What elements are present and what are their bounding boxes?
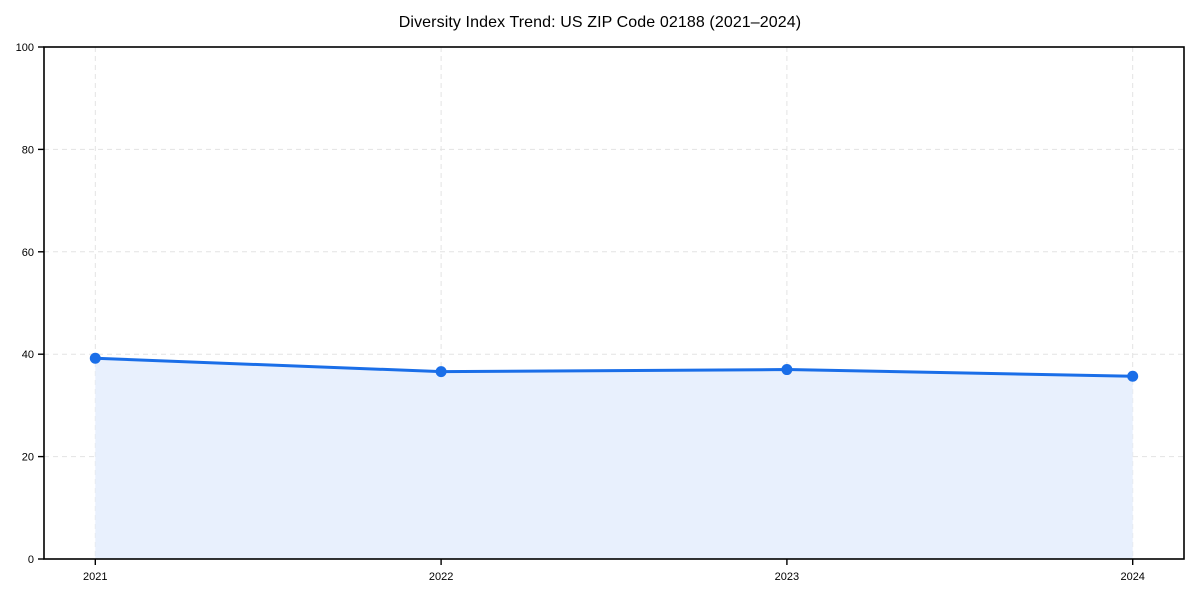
y-tick-label: 0 [28, 554, 34, 566]
x-tick-label: 2022 [429, 571, 453, 583]
y-tick-label: 100 [16, 42, 34, 54]
data-point [1127, 370, 1139, 382]
axes-frame [43, 46, 1185, 560]
y-tick-label: 80 [22, 144, 34, 156]
trend-line [93, 356, 1135, 378]
x-tick-label: 2021 [83, 571, 107, 583]
y-tick-label: 60 [22, 247, 34, 259]
data-point [435, 366, 447, 378]
data-point [781, 364, 793, 376]
x-tick-label: 2023 [775, 571, 799, 583]
chart-title: Diversity Index Trend: US ZIP Code 02188… [398, 14, 802, 31]
data-point [89, 352, 101, 364]
y-tick-label: 20 [22, 452, 34, 464]
y-tick-label: 40 [22, 349, 34, 361]
area-fill [95, 358, 1133, 559]
x-tick-label: 2024 [1120, 571, 1144, 583]
